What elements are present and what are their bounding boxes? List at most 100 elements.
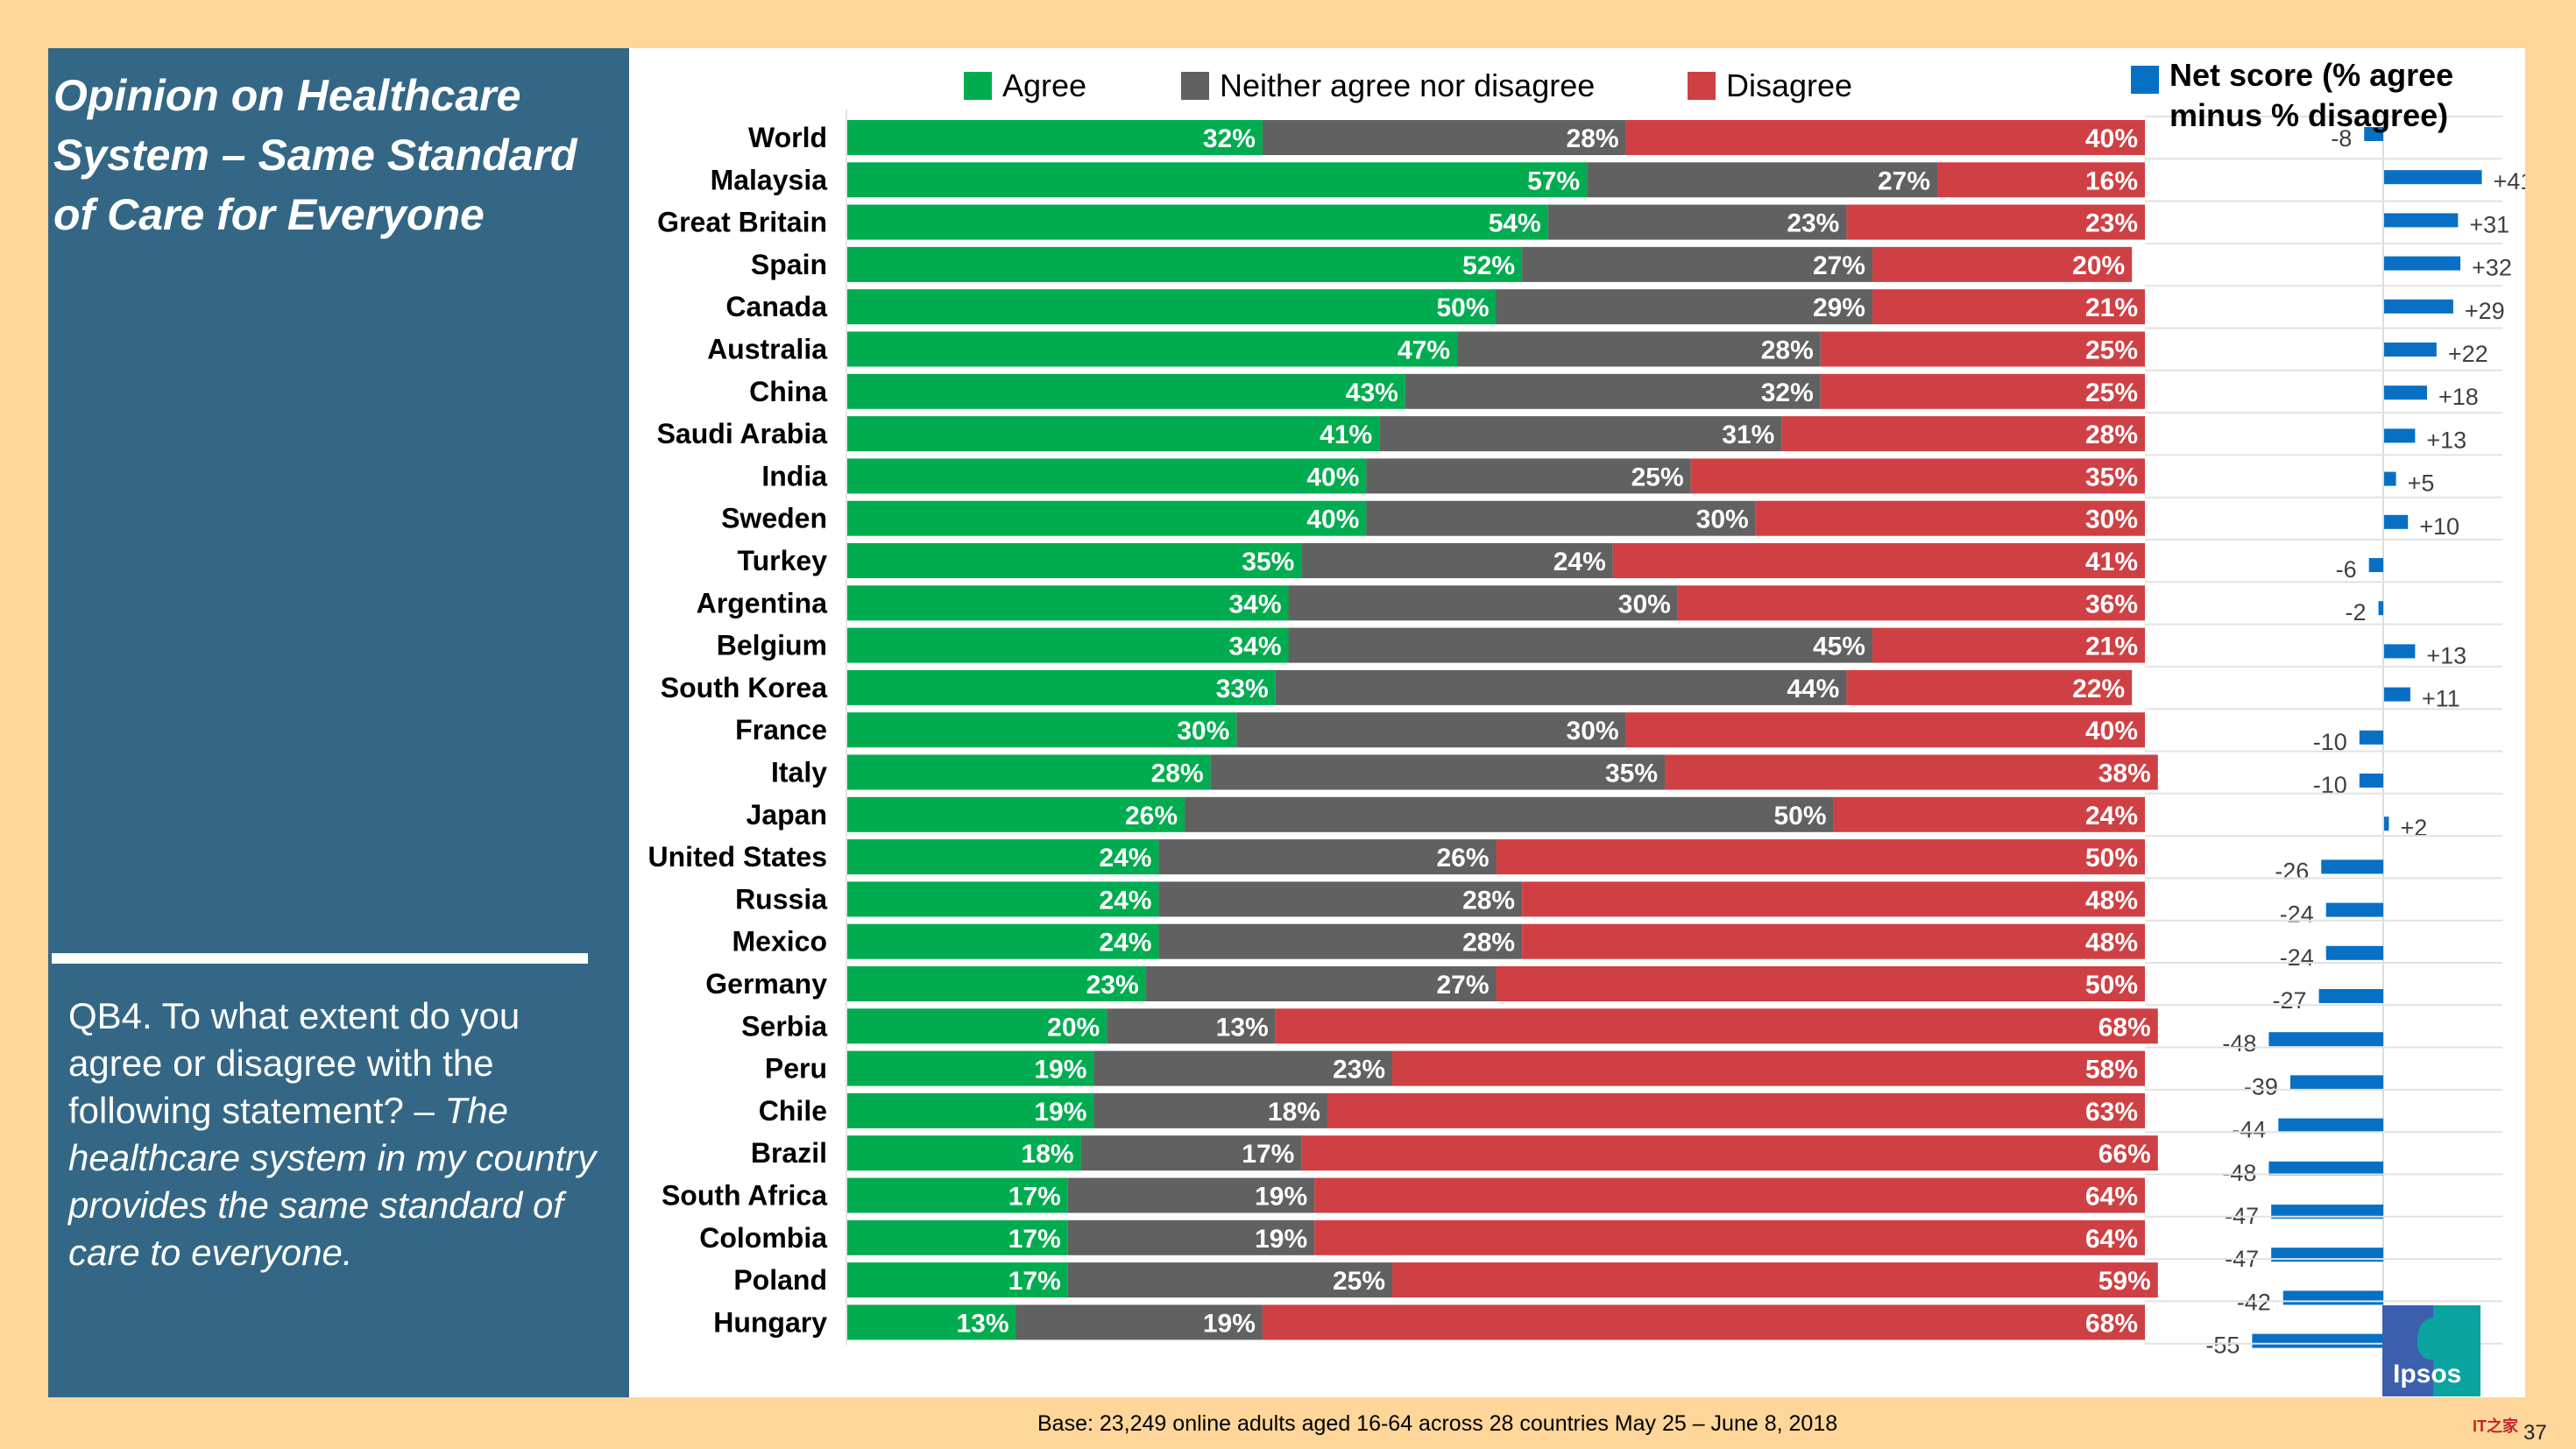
legend-net-label: Net score (% agree minus % disagree)	[2169, 57, 2454, 133]
bar-disagree	[1612, 543, 2145, 578]
data-label-disagree: 48%	[2085, 886, 2138, 915]
category-label: Great Britain	[657, 207, 827, 238]
bar-neither	[1301, 543, 1613, 578]
bar-neither	[1067, 1262, 1393, 1298]
bar-disagree	[1833, 796, 2145, 832]
net-data-label: +41	[2494, 168, 2525, 194]
bar-disagree	[1690, 458, 2145, 494]
bar-neither	[1093, 1092, 1327, 1128]
data-label-agree: 50%	[1436, 293, 1489, 322]
data-label-agree: 40%	[1306, 463, 1359, 491]
data-label-disagree: 64%	[2085, 1225, 2138, 1254]
survey-question: QB4. To what extent do you agree or disa…	[68, 993, 620, 1276]
net-bar	[2384, 687, 2410, 702]
bar-neither	[1366, 458, 1691, 494]
data-label-agree: 17%	[1008, 1225, 1061, 1254]
net-data-label: -44	[2232, 1117, 2266, 1143]
bar-agree	[847, 669, 1276, 705]
net-data-label: -48	[2222, 1160, 2256, 1186]
data-label-agree: 43%	[1346, 378, 1398, 407]
bar-neither	[1093, 1050, 1393, 1086]
bar-agree	[847, 712, 1237, 748]
bar-neither	[1107, 1008, 1276, 1044]
page-number: 37	[2523, 1421, 2547, 1445]
data-label-agree: 47%	[1398, 336, 1450, 365]
net-bar	[2271, 1205, 2383, 1219]
data-label-agree: 23%	[1086, 971, 1139, 1000]
bar-neither	[1016, 1304, 1263, 1340]
bar-agree	[847, 246, 1523, 282]
question-statement: The healthcare system in my country prov…	[68, 1090, 597, 1273]
bar-agree	[847, 627, 1289, 663]
bar-neither	[1158, 839, 1497, 875]
bar-disagree	[1846, 204, 2145, 240]
net-data-label: -48	[2222, 1030, 2256, 1057]
data-label-agree: 52%	[1462, 251, 1515, 280]
category-label: South Africa	[662, 1180, 827, 1212]
net-bar	[2384, 816, 2389, 831]
data-label-disagree: 21%	[2085, 293, 2138, 322]
category-label: Turkey	[737, 545, 827, 576]
category-label: Saudi Arabia	[657, 418, 828, 449]
net-bar	[2318, 989, 2383, 1003]
bar-neither	[1067, 1219, 1315, 1255]
data-label-disagree: 66%	[2098, 1140, 2151, 1169]
bar-agree	[847, 1219, 1068, 1255]
legend-disagree-label: Disagree	[1726, 67, 1853, 103]
net-data-label: +13	[2426, 642, 2466, 668]
category-label: Russia	[735, 883, 827, 915]
net-bar	[2384, 213, 2459, 228]
data-label-agree: 24%	[1099, 844, 1151, 873]
net-data-label: +11	[2422, 686, 2460, 712]
legend-disagree-swatch	[1688, 72, 1716, 100]
net-bar	[2384, 299, 2453, 314]
net-data-label: -2	[2346, 599, 2367, 626]
bar-disagree	[1781, 416, 2145, 452]
net-data-label: +2	[2400, 815, 2427, 841]
data-label-agree: 30%	[1177, 717, 1229, 746]
net-data-label: +13	[2426, 427, 2466, 453]
bar-agree	[847, 1135, 1081, 1171]
data-label-neither: 29%	[1813, 293, 1865, 322]
data-label-disagree: 36%	[2085, 590, 2138, 618]
bar-disagree	[1314, 1219, 2145, 1255]
category-label: Sweden	[721, 503, 827, 534]
net-bar	[2289, 1075, 2383, 1090]
bar-neither	[1275, 669, 1847, 705]
logo-text: Ipsos	[2393, 1360, 2462, 1389]
data-label-neither: 28%	[1761, 336, 1814, 365]
bar-disagree	[1392, 1050, 2145, 1086]
bar-disagree	[1314, 1177, 2145, 1213]
net-bar	[2282, 1290, 2383, 1305]
data-label-disagree: 50%	[2085, 844, 2138, 873]
bar-agree	[847, 1177, 1068, 1213]
data-label-disagree: 64%	[2085, 1183, 2138, 1212]
bar-agree	[847, 1262, 1068, 1298]
category-label: South Korea	[661, 672, 827, 703]
bar-neither	[1405, 373, 1821, 409]
net-bar	[2384, 170, 2482, 185]
data-label-neither: 27%	[1878, 166, 1930, 195]
category-label: Poland	[733, 1264, 827, 1296]
data-label-neither: 45%	[1813, 633, 1865, 661]
bar-neither	[1210, 754, 1666, 790]
data-label-agree: 34%	[1228, 633, 1281, 661]
bar-agree	[847, 162, 1588, 198]
bar-disagree	[1820, 331, 2145, 367]
category-label: France	[735, 714, 827, 746]
category-label: Australia	[707, 334, 827, 365]
category-label: Brazil	[751, 1137, 827, 1169]
data-label-disagree: 25%	[2085, 336, 2138, 365]
data-label-disagree: 58%	[2085, 1056, 2138, 1085]
net-data-label: +5	[2408, 470, 2435, 497]
net-data-label: -39	[2244, 1073, 2278, 1099]
data-label-neither: 35%	[1605, 760, 1658, 788]
data-label-disagree: 28%	[2085, 421, 2138, 449]
net-data-label: -6	[2336, 556, 2357, 583]
legend-agree-label: Agree	[1002, 67, 1087, 103]
category-label: Belgium	[717, 630, 827, 661]
data-label-neither: 32%	[1761, 378, 1814, 407]
data-label-agree: 20%	[1047, 1013, 1100, 1042]
category-label: United States	[648, 841, 827, 873]
watermark: IT之家	[2473, 1417, 2518, 1435]
